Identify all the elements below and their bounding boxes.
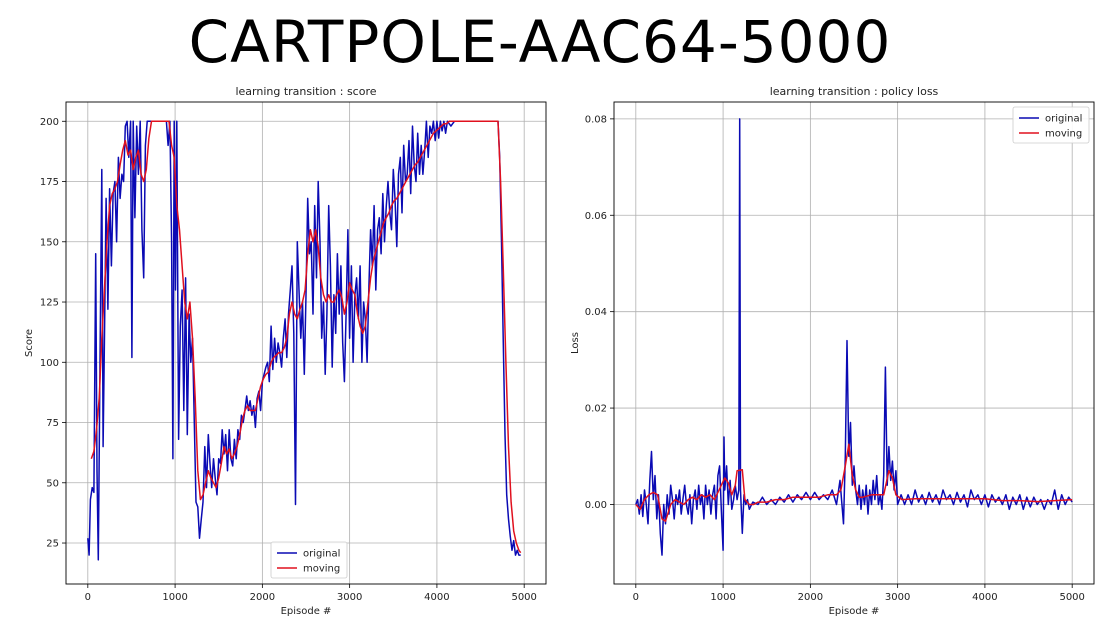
legend-box: [270, 541, 348, 579]
x-tick-label: 2000: [250, 592, 275, 603]
legend-label-moving: moving: [1045, 129, 1082, 140]
x-axis-label: Episode #: [281, 606, 332, 617]
x-tick-label: 3000: [337, 592, 362, 603]
x-tick-label: 5000: [1059, 592, 1084, 603]
y-tick-label: 175: [40, 177, 59, 188]
plot-frame: [613, 101, 1095, 585]
legend-label-original: original: [303, 549, 340, 560]
legend-box: [1012, 106, 1090, 144]
y-tick-label: 0.00: [585, 500, 607, 511]
x-tick-label: 0: [633, 592, 639, 603]
x-tick-label: 4000: [424, 592, 449, 603]
y-tick-label: 0.04: [585, 307, 607, 318]
chart-2: 0 1000 2000 3000 4000 5000 0.00 0.02 0.04 0.06 0.0…: [570, 85, 1095, 617]
x-tick-label: 4000: [972, 592, 997, 603]
legend-label-moving: moving: [303, 564, 340, 575]
page-title: CARTPOLE-AAC64-5000: [188, 8, 892, 76]
legend: original moving: [270, 541, 348, 579]
y-tick-label: 100: [40, 358, 59, 369]
y-tick-label: 25: [46, 539, 59, 550]
plot-frame: [65, 101, 547, 585]
chart-title: learning transition : policy loss: [770, 85, 939, 98]
chart-1: 0 1000 2000 3000 4000 5000 25 50 75 100 125 150 175 2…: [24, 85, 547, 617]
x-tick-label: 1000: [710, 592, 735, 603]
legend-label-original: original: [1045, 114, 1082, 125]
y-axis-label: Loss: [570, 332, 581, 354]
y-tick-label: 75: [46, 418, 59, 429]
x-tick-label: 0: [85, 592, 91, 603]
legend: original moving: [1012, 106, 1090, 144]
y-axis-label: Score: [24, 329, 35, 357]
y-tick-label: 50: [46, 478, 59, 489]
x-tick-label: 2000: [798, 592, 823, 603]
series-line-original: [87, 120, 521, 561]
x-axis-label: Episode #: [829, 606, 880, 617]
series-line-original: [635, 118, 1073, 556]
y-tick-label: 0.08: [585, 114, 607, 125]
x-tick-label: 1000: [162, 592, 187, 603]
y-tick-label: 150: [40, 237, 59, 248]
y-tick-label: 200: [40, 117, 59, 128]
chart-title: learning transition : score: [235, 85, 376, 98]
y-tick-label: 125: [40, 298, 59, 309]
y-tick-label: 0.06: [585, 211, 607, 222]
y-tick-label: 0.02: [585, 404, 607, 415]
series-line-moving: [90, 120, 522, 554]
series-line-moving: [635, 443, 1073, 523]
x-tick-label: 5000: [511, 592, 536, 603]
x-tick-label: 3000: [885, 592, 910, 603]
